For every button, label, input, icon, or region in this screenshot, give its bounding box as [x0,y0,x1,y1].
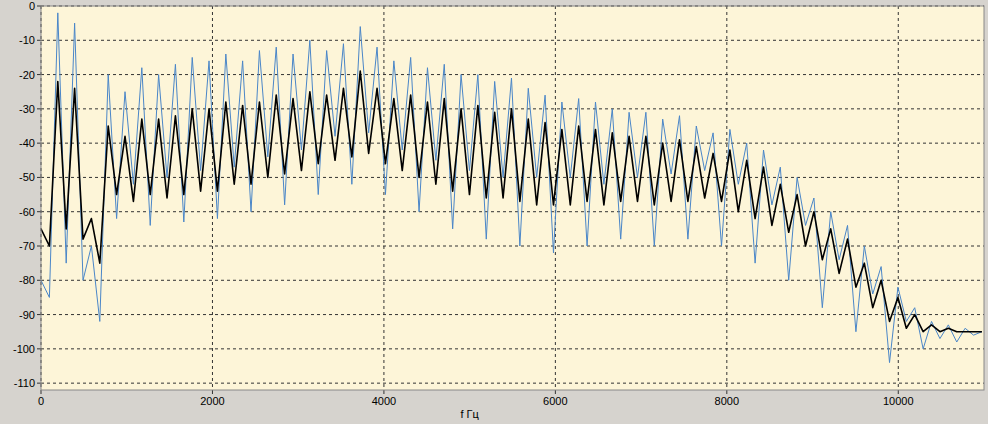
tick-label-x: 10000 [883,395,914,407]
tick-x [726,390,727,394]
tick-y [37,40,41,41]
grid-line-x [726,6,727,390]
tick-y [37,177,41,178]
series-line [41,71,982,332]
series-line [41,13,982,363]
tick-y [37,314,41,315]
tick-x [555,390,556,394]
tick-x [212,390,213,394]
grid-line-x [898,6,899,390]
grid-line-x [212,6,213,390]
tick-label-y: -20 [19,69,35,81]
tick-label-y: -10 [19,34,35,46]
grid-line-x [383,6,384,390]
grid-line-y [41,314,984,315]
tick-label-x: 4000 [372,395,396,407]
tick-x [383,390,384,394]
grid-line-y [41,74,984,75]
tick-label-y: -110 [14,377,35,389]
tick-label-x: 6000 [543,395,567,407]
tick-label-x: 2000 [200,395,224,407]
grid-line-y [41,40,984,41]
tick-label-y: -90 [19,309,35,321]
series-group [41,13,982,363]
tick-y [37,74,41,75]
tick-label-y: -80 [19,274,35,286]
tick-x [41,390,42,394]
tick-label-y: -70 [19,240,35,252]
tick-label-y: -60 [19,206,35,218]
grid-line-y [41,143,984,144]
plot-background [41,6,984,390]
tick-y [37,211,41,212]
tick-y [37,143,41,144]
tick-y [37,108,41,109]
tick-y [37,348,41,349]
tick-y [37,6,41,7]
tick-label-y: -50 [19,171,35,183]
x-axis-title: f Гц [460,408,479,420]
grid-line-y [41,383,984,384]
grid-line-y [41,211,984,212]
chart: 0-10-20-30-40-50-60-70-80-90-100-1100200… [0,0,988,424]
grid [41,6,984,390]
tick-y [37,383,41,384]
tick-y [37,280,41,281]
grid-line-y [41,280,984,281]
tick-label-x: 0 [38,395,44,407]
tick-label-y: -100 [13,343,35,355]
plot-frame [41,6,984,390]
tick-x [898,390,899,394]
tick-label-y: 0 [29,0,35,12]
grid-line-y [41,348,984,349]
tick-label-y: -40 [19,137,35,149]
tick-label-y: -30 [19,103,35,115]
tick-label-x: 8000 [715,395,739,407]
tick-y [37,246,41,247]
